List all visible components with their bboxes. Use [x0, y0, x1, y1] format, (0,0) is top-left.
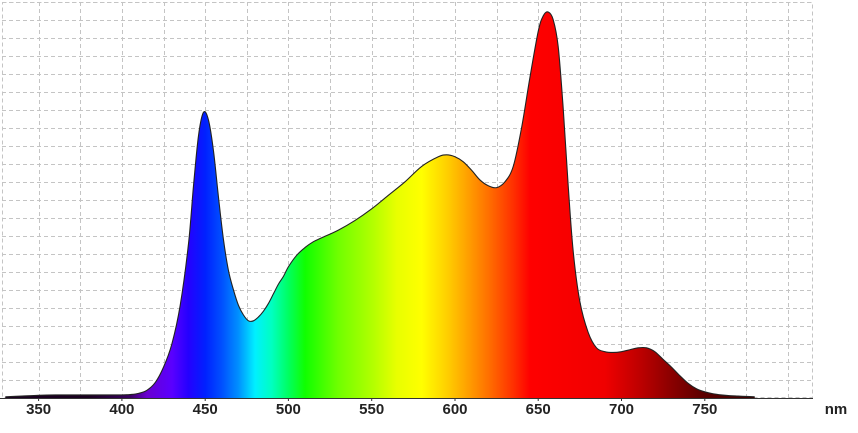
- x-tick-label: 650: [526, 401, 551, 418]
- x-tick-labels: 350 400 450 500 550 600 650 700 750: [26, 398, 717, 418]
- spectrum-outline: [5, 11, 755, 398]
- x-tick-label: 700: [609, 401, 634, 418]
- x-tick-label: 350: [26, 401, 51, 418]
- x-tick-label: 450: [193, 401, 218, 418]
- x-tick-label: 500: [276, 401, 301, 418]
- x-tick-label: 750: [692, 401, 717, 418]
- x-unit-label: nm: [825, 401, 848, 418]
- x-tick-label: 550: [359, 401, 384, 418]
- x-tick-label: 600: [442, 401, 467, 418]
- x-tick-label: 400: [109, 401, 134, 418]
